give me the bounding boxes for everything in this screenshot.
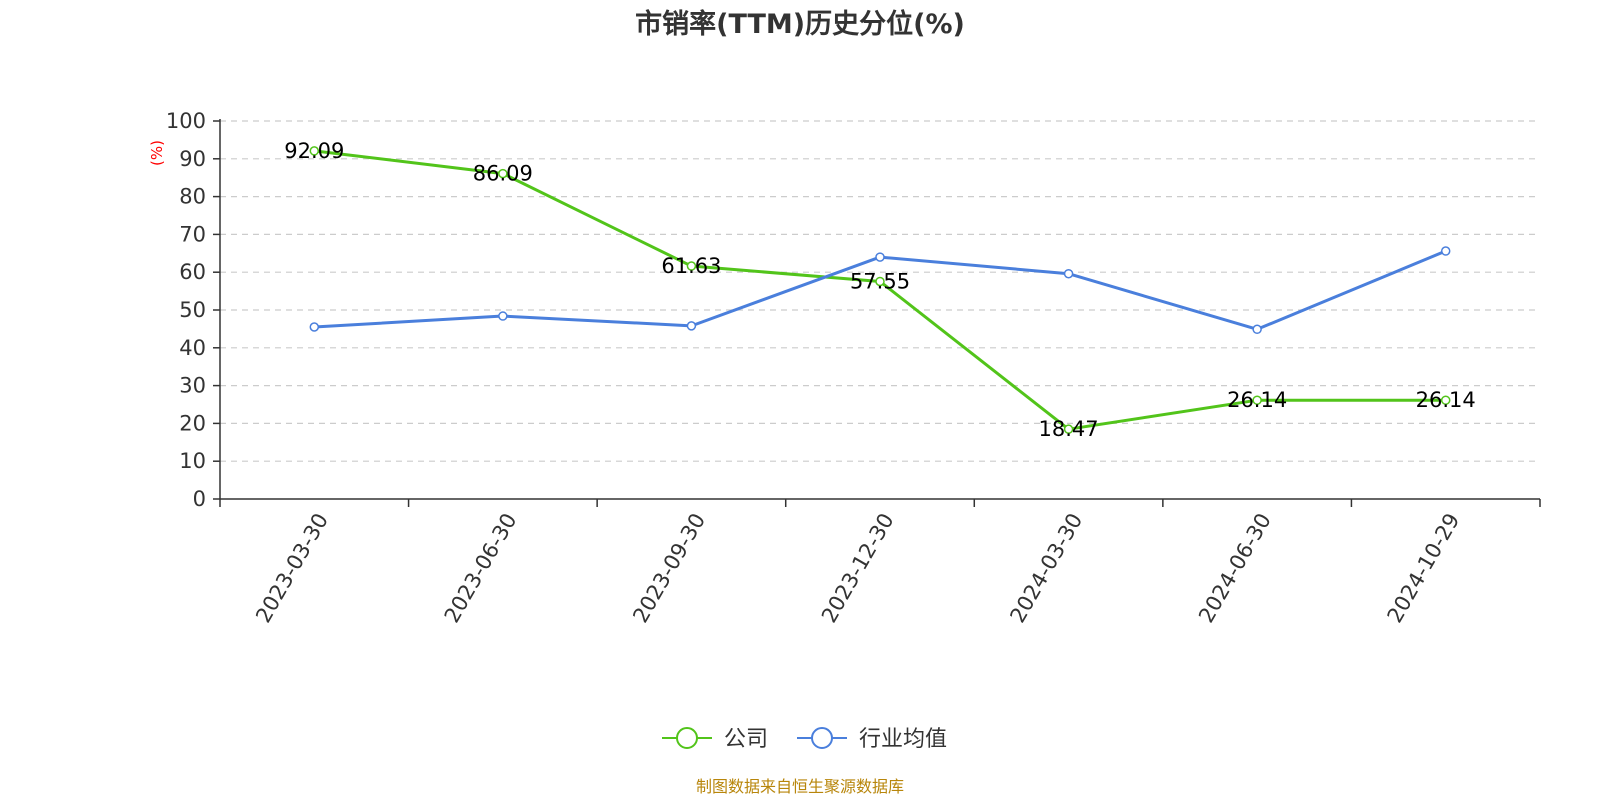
data-label: 26.14	[1416, 388, 1476, 412]
data-label: 86.09	[473, 162, 533, 186]
source-note: 制图数据来自恒生聚源数据库	[696, 777, 904, 796]
x-tick-label: 2023-12-30	[817, 509, 899, 627]
axes: 0 10 20 30 40 50 60 70 80 90 100 2023-03-30 2023-06-…	[166, 109, 1541, 627]
x-tick-label: 2023-09-30	[628, 509, 710, 627]
data-label: 92.09	[284, 139, 344, 163]
data-point	[1252, 324, 1262, 335]
data-point	[1063, 268, 1074, 279]
x-tick-label: 2024-10-29	[1383, 509, 1465, 627]
data-label: 57.55	[850, 269, 910, 293]
y-tick-label: 40	[179, 336, 206, 360]
data-point	[309, 322, 320, 332]
data-label: 26.14	[1227, 388, 1287, 412]
data-point	[498, 311, 508, 321]
y-axis-unit: (%)	[148, 140, 166, 166]
data-point	[309, 146, 320, 156]
data-point	[1252, 395, 1262, 405]
data-point	[1440, 395, 1451, 405]
x-tick-label: 2023-06-30	[440, 509, 522, 627]
x-tick-label: 2024-06-30	[1194, 509, 1276, 627]
data-label: 61.63	[661, 254, 721, 278]
grid-lines	[220, 120, 1540, 462]
y-tick-label: 90	[179, 147, 206, 171]
data-point	[498, 168, 508, 179]
data-point	[686, 261, 697, 271]
legend-marker	[811, 727, 833, 749]
y-tick-label: 10	[179, 449, 206, 473]
chart-title: 市销率(TTM)历史分位(%)	[635, 8, 965, 40]
x-tick-label: 2024-03-30	[1005, 509, 1087, 627]
series-lines	[309, 146, 1451, 434]
data-labels: 92.09 86.09 61.63 57.55 18.47 26.14 26.14	[284, 139, 1476, 441]
legend-label: 行业均值	[859, 727, 947, 752]
legend-item[interactable]: 公司	[662, 727, 768, 752]
legend-item[interactable]: 行业均值	[797, 727, 947, 752]
data-label: 18.47	[1039, 417, 1099, 441]
y-tick-label: 100	[166, 109, 206, 133]
y-tick-label: 50	[179, 298, 206, 322]
data-point	[1440, 246, 1451, 256]
x-tick-label: 2023-03-30	[251, 509, 333, 627]
legend-label: 公司	[724, 727, 768, 752]
y-tick-label: 70	[179, 222, 206, 246]
data-point	[875, 252, 885, 262]
y-tick-label: 0	[193, 487, 206, 511]
data-point	[686, 321, 697, 331]
data-point	[1063, 424, 1074, 434]
data-point	[875, 276, 885, 287]
legend-marker	[676, 727, 698, 749]
y-tick-label: 20	[179, 411, 206, 435]
legend[interactable]: 公司 行业均值	[662, 727, 947, 752]
y-tick-label: 30	[179, 374, 206, 398]
y-tick-label: 80	[179, 185, 206, 209]
y-tick-label: 60	[179, 260, 206, 284]
